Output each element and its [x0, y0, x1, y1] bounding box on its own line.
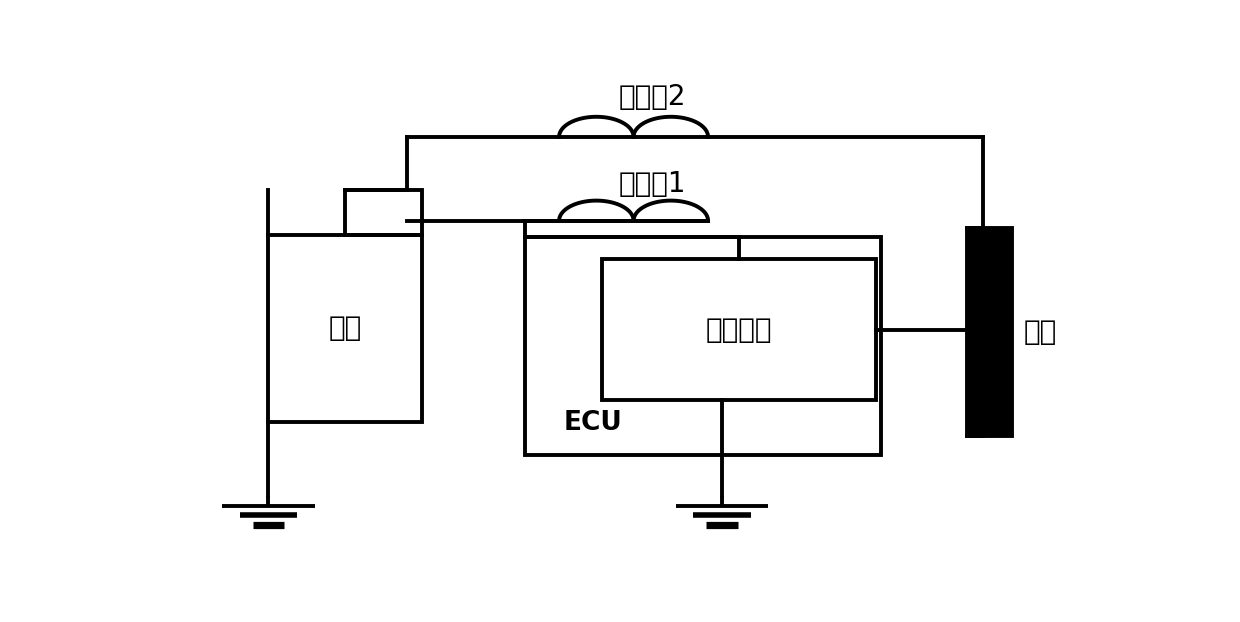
Text: 熔断器2: 熔断器2	[619, 83, 687, 111]
Bar	[345, 190, 422, 235]
Text: ECU: ECU	[563, 411, 622, 436]
Bar	[601, 259, 875, 401]
Text: 低边开关: 低边开关	[706, 316, 773, 344]
Text: 负载: 负载	[1024, 318, 1056, 346]
Text: 电池: 电池	[329, 315, 362, 343]
Bar	[268, 235, 422, 422]
Bar	[967, 228, 1012, 436]
Text: 熔断器1: 熔断器1	[619, 170, 687, 198]
Bar	[525, 238, 880, 455]
